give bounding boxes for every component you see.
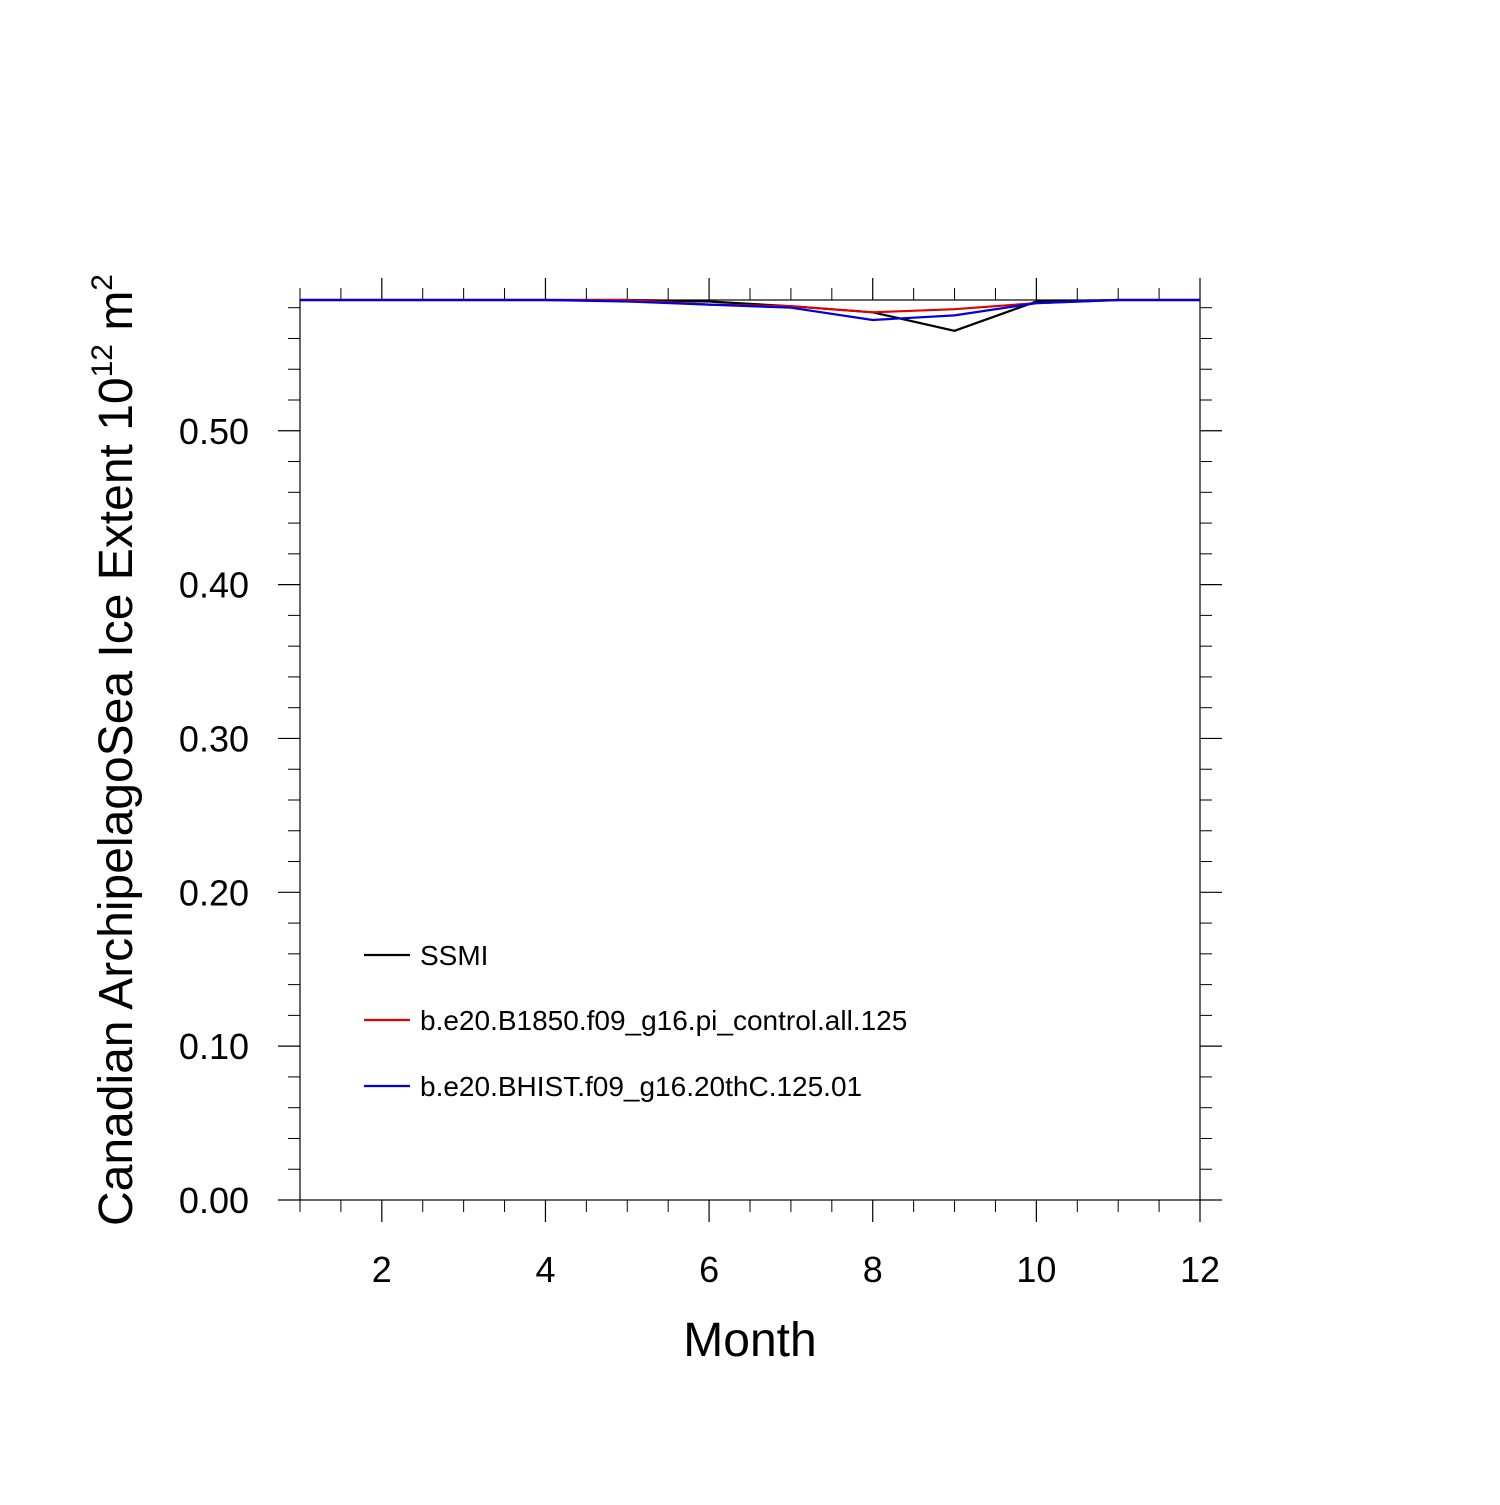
- y-axis-label-text: Canadian ArchipelagoSea Ice Extent 10: [90, 377, 143, 1226]
- y-tick-label: 0.10: [179, 1026, 249, 1067]
- y-axis-label-exponent: 12: [86, 344, 119, 377]
- legend-label: SSMI: [420, 940, 488, 971]
- x-tick-label: 8: [863, 1249, 883, 1290]
- x-tick-label: 10: [1016, 1249, 1056, 1290]
- y-tick-label: 0.40: [179, 565, 249, 606]
- y-axis-label: Canadian ArchipelagoSea Ice Extent 1012 …: [86, 274, 143, 1226]
- x-tick-label: 12: [1180, 1249, 1220, 1290]
- x-axis-label: Month: [683, 1314, 816, 1367]
- y-tick-label: 0.30: [179, 718, 249, 759]
- legend: SSMI b.e20.B1850.f09_g16.pi_control.all.1…: [364, 940, 907, 1102]
- y-tick-label: 0.50: [179, 411, 249, 452]
- major-ticks: [278, 278, 1222, 1222]
- series-lines: [300, 298, 1200, 332]
- x-tick-label: 4: [535, 1249, 555, 1290]
- legend-label: b.e20.B1850.f09_g16.pi_control.all.125: [420, 1005, 907, 1036]
- series-line: [300, 298, 1200, 322]
- x-tick-labels: 2 4 6 8 10 12: [372, 1249, 1220, 1290]
- x-tick-label: 6: [699, 1249, 719, 1290]
- plot-frame: [299, 299, 1201, 1201]
- y-axis-label-unit: m: [90, 291, 143, 344]
- y-tick-labels: 0.00 0.10 0.20 0.30 0.40 0.50: [179, 411, 249, 1221]
- legend-label: b.e20.BHIST.f09_g16.20thC.125.01: [420, 1071, 862, 1102]
- minor-ticks: [288, 288, 1212, 1212]
- x-tick-label: 2: [372, 1249, 392, 1290]
- y-axis-label-unit-exponent: 2: [86, 274, 119, 291]
- y-tick-label: 0.20: [179, 872, 249, 913]
- y-tick-label: 0.00: [179, 1180, 249, 1221]
